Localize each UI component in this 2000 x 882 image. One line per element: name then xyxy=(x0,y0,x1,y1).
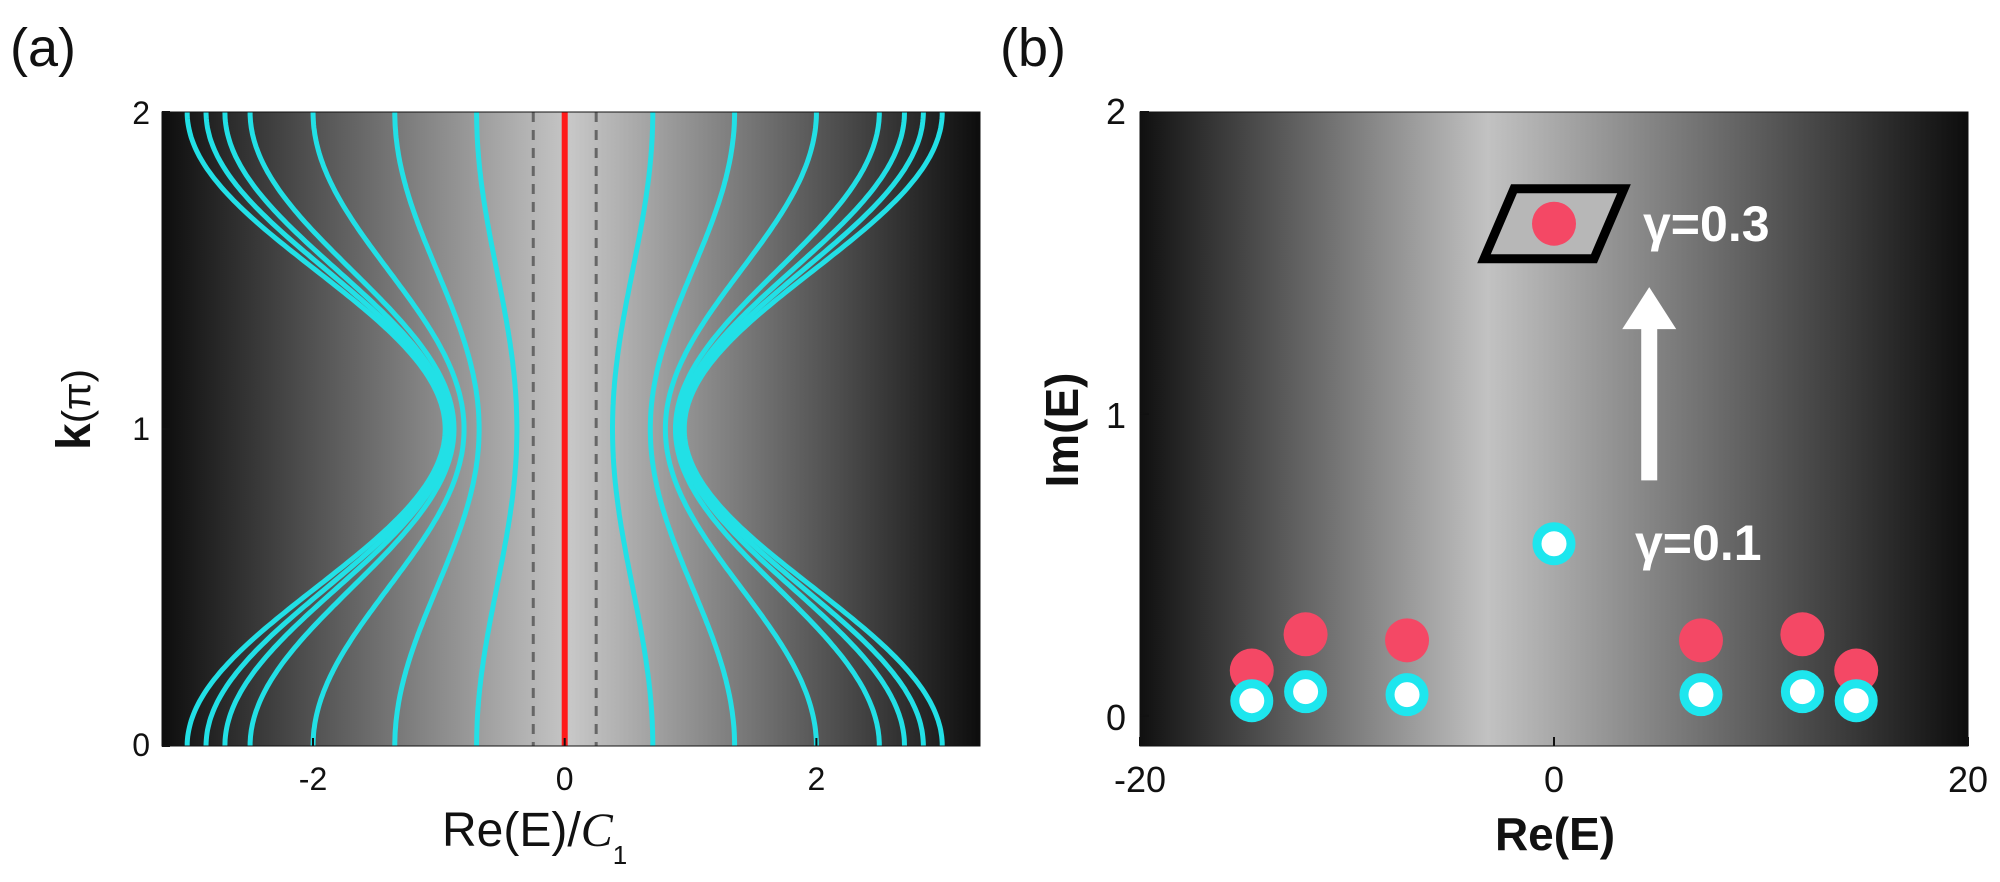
panel-b-ytick-label: 2 xyxy=(1106,91,1126,132)
panel-b-xlabel: Re(E) xyxy=(1495,808,1615,860)
dispersion-band-line xyxy=(247,112,457,746)
panel-b-label: (b) xyxy=(1000,18,1066,78)
gamma-high-point xyxy=(1780,612,1825,657)
panel-b-arrow-group xyxy=(1622,287,1677,481)
dispersion-band-line xyxy=(673,112,882,746)
gamma-low-point xyxy=(1230,679,1274,723)
gamma-high-point xyxy=(1229,648,1274,693)
panel-b-ticks xyxy=(1139,111,1969,746)
gamma-high-point xyxy=(1283,612,1328,657)
panel-a-xtick-label: 2 xyxy=(808,761,826,797)
panel-b: (b) γ=0.3 γ=0.1 2 1 0 -20 0 20 Re(E) Im(… xyxy=(1000,18,1988,860)
panel-a-ytick-label: 2 xyxy=(132,95,150,131)
xlabel-variable: C xyxy=(581,804,614,857)
ylabel-main: k xyxy=(48,423,101,450)
dispersion-band-line xyxy=(310,112,467,746)
panel-b-ytick-label: 0 xyxy=(1106,697,1126,738)
dispersion-band-line xyxy=(474,112,520,746)
panel-b-xtick-label: 20 xyxy=(1948,759,1988,800)
gamma-high-point xyxy=(1532,201,1576,246)
panel-a: (a) 2 1 0 -2 0 2 Re(E)/C1 k(π) xyxy=(10,18,981,870)
panel-a-bands xyxy=(184,112,945,746)
gamma-low-label: γ=0.1 xyxy=(1635,515,1762,571)
gamma-high-point xyxy=(1834,648,1879,693)
panel-a-xlabel: Re(E)/C1 xyxy=(442,804,627,870)
panel-a-ticks xyxy=(162,111,818,747)
gamma-high-point xyxy=(1385,618,1430,663)
ylabel-unit: (π) xyxy=(55,369,99,423)
xlabel-subscript: 1 xyxy=(613,840,627,870)
dispersion-band-line xyxy=(681,112,945,746)
dispersion-band-line xyxy=(184,112,448,746)
panel-a-label: (a) xyxy=(10,18,76,78)
dispersion-band-line xyxy=(662,112,819,746)
dispersion-band-line xyxy=(676,112,907,746)
dispersion-band-line xyxy=(392,112,482,746)
gamma-high-point xyxy=(1678,618,1723,663)
gamma-low-point xyxy=(1385,673,1429,717)
gamma-low-point xyxy=(1284,670,1328,714)
panel-a-xtick-label: -2 xyxy=(299,761,327,797)
xlabel-main: Re(E)/ xyxy=(442,804,581,857)
panel-b-ytick-label: 1 xyxy=(1106,395,1126,436)
panel-b-xtick-label: 0 xyxy=(1544,759,1564,800)
panel-a-ytick-label: 1 xyxy=(132,411,150,447)
panel-b-xtick-label: -20 xyxy=(1114,759,1166,800)
arrow-head xyxy=(1622,287,1677,330)
panel-a-xtick-label: 0 xyxy=(556,761,574,797)
gamma-low-point xyxy=(1834,679,1878,723)
gamma-low-point xyxy=(1532,522,1576,566)
panel-a-ylabel: k(π) xyxy=(48,369,101,450)
panel-b-ylabel: Im(E) xyxy=(1036,373,1088,488)
dispersion-band-line xyxy=(610,112,656,746)
gamma-low-point xyxy=(1679,673,1723,717)
panel-b-points xyxy=(1229,201,1879,723)
gamma-low-point xyxy=(1780,670,1824,714)
panel-a-ytick-label: 0 xyxy=(132,727,150,763)
dispersion-band-line xyxy=(647,112,738,746)
gamma-high-label: γ=0.3 xyxy=(1643,196,1770,252)
